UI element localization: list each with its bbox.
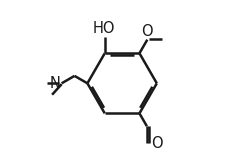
Text: O: O — [142, 24, 153, 39]
Text: HO: HO — [93, 21, 115, 36]
Text: O: O — [151, 136, 163, 151]
Text: N: N — [50, 76, 61, 91]
